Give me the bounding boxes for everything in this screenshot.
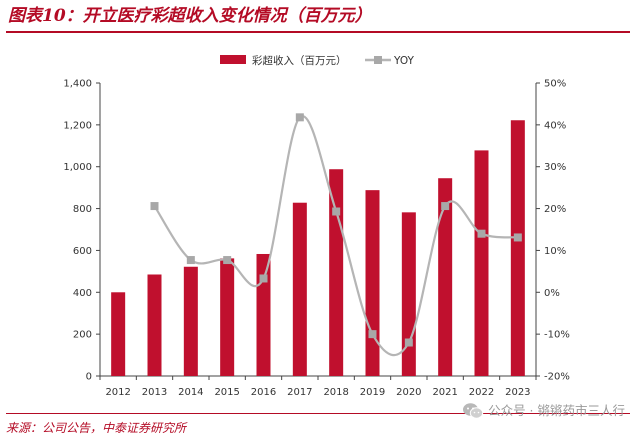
legend-label-line: YOY (393, 55, 415, 67)
x-tick-label: 2015 (214, 387, 239, 398)
left-tick-label: 1,400 (63, 79, 92, 90)
x-tick-label: 2021 (432, 387, 457, 398)
left-tick-label: 1,000 (63, 162, 92, 173)
yoy-marker-2019 (368, 330, 377, 339)
watermark: 公众号 · 锵锵药市三人行 (462, 400, 625, 422)
x-tick-label: 2018 (323, 387, 348, 398)
left-tick-label: 400 (73, 288, 92, 299)
bar-2020 (401, 212, 416, 376)
x-tick-label: 2023 (505, 387, 530, 398)
x-tick-label: 2016 (251, 387, 276, 398)
yoy-marker-2018 (332, 207, 341, 216)
left-tick-label: 1,200 (63, 120, 92, 131)
bar-2016 (256, 253, 271, 376)
right-tick-label: 20% (544, 204, 566, 215)
legend-swatch-marker (374, 56, 382, 64)
x-tick-label: 2020 (396, 387, 421, 398)
bar-2019 (365, 190, 380, 376)
left-tick-label: 800 (73, 204, 92, 215)
bar-2012 (111, 292, 126, 376)
chart-legend: 彩超收入（百万元） YOY (220, 54, 415, 67)
yoy-marker-2015 (223, 256, 232, 265)
left-tick-label: 200 (73, 330, 92, 341)
bar-series (111, 120, 525, 376)
right-tick-label: -20% (544, 372, 570, 383)
x-tick-label: 2017 (287, 387, 312, 398)
bar-2018 (329, 169, 344, 376)
right-tick-label: 30% (544, 162, 566, 173)
right-tick-label: -10% (544, 330, 570, 341)
bar-2023 (510, 120, 525, 376)
x-tick-label: 2012 (105, 387, 130, 398)
x-tick-label: 2014 (178, 387, 203, 398)
yoy-marker-2014 (186, 256, 195, 265)
left-tick-label: 0 (86, 372, 92, 383)
title-divider (6, 31, 630, 33)
wechat-icon (463, 403, 484, 419)
yoy-marker-2023 (513, 233, 522, 242)
x-tick-label: 2022 (469, 387, 494, 398)
right-tick-label: 0% (544, 288, 560, 299)
legend-label-bar: 彩超收入（百万元） (252, 54, 347, 67)
axes: 0 200 400 600 800 1,000 1,200 1,400 -20% -10% 0% 10… (63, 79, 569, 399)
yoy-marker-2017 (295, 113, 304, 122)
bar-2013 (147, 274, 162, 376)
bar-2014 (183, 266, 198, 376)
bar-2021 (438, 178, 453, 376)
bar-2015 (220, 258, 235, 376)
legend-swatch-bar (220, 55, 246, 64)
x-tick-label: 2013 (142, 387, 167, 398)
yoy-series (150, 113, 522, 357)
bar-2022 (474, 150, 489, 376)
right-tick-label: 50% (544, 79, 566, 90)
source-note: 来源：公司公告，中泰证券研究所 (6, 421, 187, 435)
yoy-marker-2020 (404, 338, 413, 347)
yoy-marker-2022 (477, 229, 486, 238)
bar-2017 (292, 202, 307, 376)
figure-title: 图表10：开立医疗彩超收入变化情况（百万元） (8, 6, 372, 26)
footer-divider (6, 413, 630, 414)
yoy-marker-2021 (441, 202, 450, 211)
right-tick-label: 40% (544, 120, 566, 131)
x-tick-label: 2019 (360, 387, 385, 398)
yoy-marker-2016 (259, 274, 268, 283)
right-tick-label: 10% (544, 246, 566, 257)
yoy-marker-2013 (150, 202, 159, 211)
watermark-text: 公众号 · 锵锵药市三人行 (488, 403, 625, 418)
left-tick-label: 600 (73, 246, 92, 257)
